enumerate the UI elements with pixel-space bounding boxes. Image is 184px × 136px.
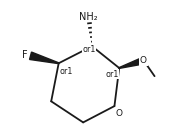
Text: NH₂: NH₂ (79, 12, 98, 22)
Text: O: O (140, 56, 147, 65)
Text: or1: or1 (60, 67, 73, 76)
Polygon shape (30, 52, 59, 64)
Polygon shape (119, 57, 145, 68)
Text: or1: or1 (82, 45, 96, 54)
Text: F: F (22, 50, 28, 60)
Text: O: O (115, 109, 122, 118)
Text: or1: or1 (106, 70, 119, 79)
